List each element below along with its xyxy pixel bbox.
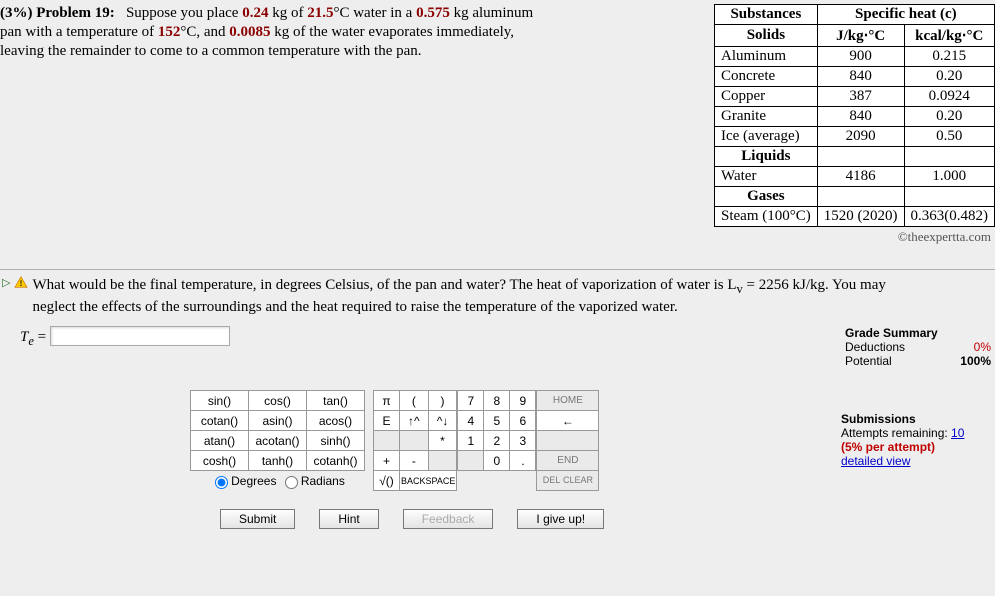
header-solids: Solids	[715, 25, 818, 47]
keypad-key	[374, 431, 400, 451]
keypad-key	[537, 431, 599, 451]
header-liquids: Liquids	[715, 147, 818, 167]
submissions-title: Submissions	[841, 412, 916, 426]
attempts-remaining[interactable]: 10	[951, 426, 964, 440]
answer-input[interactable]	[50, 326, 230, 346]
keypad-key[interactable]: .	[510, 451, 536, 471]
table-row: Granite	[715, 107, 818, 127]
keypad-key[interactable]: acos()	[307, 411, 365, 431]
keypad-key[interactable]: √()	[374, 471, 400, 491]
potential-value: 100%	[960, 354, 991, 368]
keypad-key[interactable]: cos()	[249, 391, 307, 411]
table-row: Water	[715, 167, 818, 187]
keypad-key[interactable]: 6	[510, 411, 536, 431]
keypad-key[interactable]: ^↓	[428, 411, 457, 431]
keypad-key[interactable]: cotan()	[191, 411, 249, 431]
deductions-value: 0%	[974, 340, 991, 354]
angle-mode: Degrees Radians	[190, 473, 365, 489]
col-specific-heat: Specific heat (c)	[817, 5, 994, 25]
keypad-key	[428, 451, 457, 471]
table-row: Copper	[715, 87, 818, 107]
keypad-key[interactable]: cosh()	[191, 451, 249, 471]
keypad-key[interactable]: cotanh()	[307, 451, 365, 471]
feedback-button: Feedback	[403, 509, 494, 529]
keypad-key[interactable]: ←	[537, 411, 599, 431]
keypad-key[interactable]: 9	[510, 391, 536, 411]
per-attempt: (5% per attempt)	[841, 440, 935, 454]
keypad-key[interactable]: atan()	[191, 431, 249, 451]
table-row: Ice (average)	[715, 127, 818, 147]
keypad-key[interactable]: E	[374, 411, 400, 431]
keypad-key[interactable]: +	[374, 451, 400, 471]
keypad-key[interactable]: 7	[458, 391, 484, 411]
keypad-key[interactable]: 8	[484, 391, 510, 411]
radians-option[interactable]: Radians	[280, 474, 345, 488]
keypad-key[interactable]: tanh()	[249, 451, 307, 471]
keypad-key[interactable]: π	[374, 391, 400, 411]
problem-statement: (3%) Problem 19: Suppose you place 0.24 …	[0, 4, 714, 245]
keypad-key[interactable]: ↑^	[400, 411, 429, 431]
keypad-key[interactable]: 5	[484, 411, 510, 431]
keypad-key[interactable]: HOME	[537, 391, 599, 411]
attempts-label: Attempts remaining:	[841, 426, 951, 440]
header-gases: Gases	[715, 187, 818, 207]
keypad-key[interactable]: 0	[484, 451, 510, 471]
keypad-key[interactable]: asin()	[249, 411, 307, 431]
keypad-key[interactable]: END	[537, 451, 599, 471]
keypad-numbers: 789 456 1230.	[457, 390, 536, 471]
keypad-key[interactable]: acotan()	[249, 431, 307, 451]
deductions-label: Deductions	[845, 340, 905, 354]
warning-icon: !	[14, 276, 28, 288]
keypad-key[interactable]: 3	[510, 431, 536, 451]
te-variable: Te	[20, 329, 34, 345]
col-substances: Substances	[715, 5, 818, 25]
detailed-view-link[interactable]: detailed view	[841, 454, 910, 468]
keypad-key[interactable]: )	[428, 391, 457, 411]
keypad-key[interactable]: 1	[458, 431, 484, 451]
keypad-operators: π() E↑^^↓* +-√()BACKSPACE	[373, 390, 457, 491]
giveup-button[interactable]: I give up!	[517, 509, 604, 529]
table-row: Concrete	[715, 67, 818, 87]
submissions-panel: Submissions Attempts remaining: 10 (5% p…	[841, 412, 991, 468]
keypad-key[interactable]: sinh()	[307, 431, 365, 451]
potential-label: Potential	[845, 354, 892, 368]
keypad-key[interactable]: (	[400, 391, 429, 411]
header-unit-jkg: J/kg⋅°C	[817, 25, 904, 47]
problem-percent: (3%)	[0, 5, 33, 21]
keypad-key[interactable]: DEL CLEAR	[537, 471, 599, 491]
expand-icon[interactable]: ▷	[2, 276, 10, 289]
table-row: Aluminum	[715, 47, 818, 67]
keypad-key[interactable]: 4	[458, 411, 484, 431]
table-row: Steam (100°C)	[715, 207, 818, 227]
grade-title: Grade Summary	[845, 326, 938, 340]
header-unit-kcal: kcal/kg⋅°C	[904, 25, 995, 47]
keypad-key[interactable]: BACKSPACE	[400, 471, 457, 491]
keypad-key[interactable]: tan()	[307, 391, 365, 411]
hint-button[interactable]: Hint	[319, 509, 378, 529]
specific-heat-table: Substances Specific heat (c) Solids J/kg…	[714, 4, 995, 227]
keypad-key	[400, 431, 429, 451]
submit-button[interactable]: Submit	[220, 509, 295, 529]
keypad-key[interactable]: sin()	[191, 391, 249, 411]
question-text: What would be the final temperature, in …	[32, 276, 885, 316]
action-buttons: Submit Hint Feedback I give up!	[220, 509, 995, 529]
section-divider	[0, 269, 995, 270]
keypad-nav: HOME← ENDDEL CLEAR	[536, 390, 599, 491]
problem-label: Problem 19:	[36, 5, 114, 21]
keypad-functions: sin()cos()tan() cotan()asin()acos() atan()…	[190, 390, 365, 471]
equals-sign: =	[34, 329, 50, 345]
keypad-key[interactable]: *	[428, 431, 457, 451]
degrees-option[interactable]: Degrees	[210, 474, 276, 488]
svg-text:!: !	[20, 279, 23, 288]
grade-panel: Grade Summary Deductions 0% Potential 100%	[845, 326, 995, 368]
keypad-key	[458, 451, 484, 471]
keypad-key[interactable]: -	[400, 451, 429, 471]
credit-text: ©theexpertta.com	[714, 227, 995, 245]
keypad-key[interactable]: 2	[484, 431, 510, 451]
